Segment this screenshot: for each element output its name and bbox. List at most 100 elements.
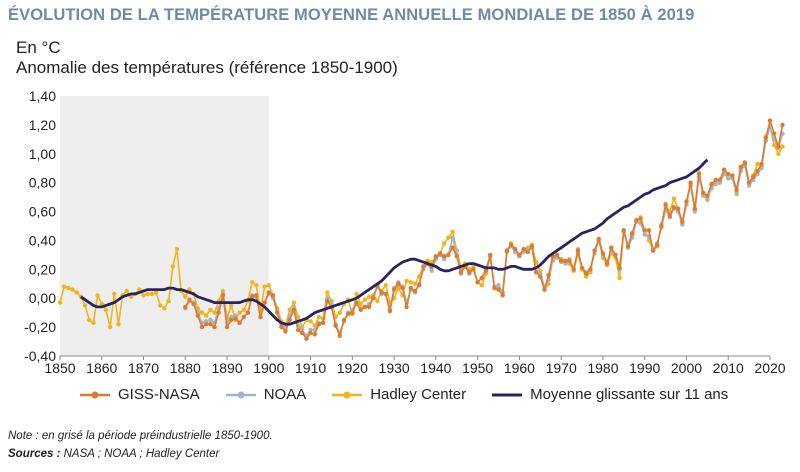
data-point-giss <box>763 135 768 141</box>
data-point-giss <box>642 228 647 233</box>
sources: Sources : NASA ; NOAA ; Hadley Center <box>8 448 219 460</box>
legend-item-hadley: Hadley Center <box>332 386 466 403</box>
data-point-giss <box>220 293 226 298</box>
series-giss <box>183 118 785 341</box>
data-point-hadley <box>383 283 388 288</box>
data-point-giss <box>337 333 342 338</box>
data-point-hadley <box>442 241 447 246</box>
data-point-hadley <box>82 303 88 308</box>
data-point-giss <box>546 272 551 278</box>
data-point-giss <box>270 293 276 298</box>
data-point-hadley <box>776 151 781 156</box>
data-point-hadley <box>141 293 146 298</box>
data-point-giss <box>609 245 614 250</box>
data-point-hadley <box>358 301 363 307</box>
data-point-hadley <box>66 285 71 291</box>
x-tick-label: 1860 <box>86 360 117 376</box>
data-point-hadley <box>199 310 205 315</box>
x-tick-label: 1870 <box>128 360 159 376</box>
data-point-giss <box>224 324 230 330</box>
data-point-hadley <box>308 319 313 324</box>
data-point-giss <box>304 336 309 341</box>
legend-item-moyenne: Moyenne glissante sur 11 ans <box>492 386 728 403</box>
data-point-giss <box>258 314 263 320</box>
data-point-giss <box>279 324 284 330</box>
data-point-giss <box>567 258 572 263</box>
series-line-giss <box>184 119 784 340</box>
data-point-giss <box>254 293 259 298</box>
y-tick-label: -0,40 <box>24 348 56 364</box>
data-point-giss <box>517 252 522 258</box>
y-tick-label: 0,40 <box>29 232 56 248</box>
data-point-giss <box>479 275 484 281</box>
data-point-hadley <box>412 281 418 286</box>
data-point-hadley <box>145 291 150 297</box>
data-point-giss <box>287 317 292 323</box>
x-tick-label: 1950 <box>462 360 493 376</box>
data-point-giss <box>538 274 543 279</box>
y-tick-label: 0,80 <box>29 175 56 191</box>
data-point-giss <box>563 258 568 263</box>
data-point-giss <box>341 317 347 323</box>
data-point-giss <box>446 252 451 258</box>
data-point-giss <box>726 171 731 177</box>
y-tick-label: -0,20 <box>24 319 56 335</box>
data-point-noaa <box>642 232 647 237</box>
data-point-giss <box>241 314 246 320</box>
data-point-giss <box>625 244 631 249</box>
data-point-giss <box>358 307 363 312</box>
data-point-giss <box>584 271 589 276</box>
data-point-hadley <box>112 291 117 297</box>
data-point-giss <box>437 251 443 256</box>
data-point-hadley <box>446 235 451 240</box>
x-tick-label: 1850 <box>44 360 75 376</box>
data-point-giss <box>542 287 547 292</box>
data-point-hadley <box>617 275 622 281</box>
data-point-giss <box>613 252 618 258</box>
legend: GISS-NASA NOAA Hadley Center Moyenne gli… <box>80 386 754 403</box>
data-point-giss <box>596 236 601 242</box>
data-point-giss <box>417 283 422 288</box>
data-point-hadley <box>162 306 167 311</box>
data-point-giss <box>366 304 372 310</box>
data-point-giss <box>680 219 685 224</box>
data-point-giss <box>212 324 217 330</box>
data-point-giss <box>713 177 718 182</box>
data-point-hadley <box>204 313 209 318</box>
data-point-noaa <box>450 235 455 240</box>
legend-label-giss: GISS-NASA <box>118 386 200 403</box>
data-point-hadley <box>153 290 159 295</box>
data-point-hadley <box>249 280 255 285</box>
data-point-giss <box>650 248 656 253</box>
data-point-giss <box>208 322 213 327</box>
legend-label-moyenne: Moyenne glissante sur 11 ans <box>530 386 729 403</box>
data-point-hadley <box>91 320 96 325</box>
data-point-hadley <box>755 161 760 167</box>
data-point-hadley <box>170 264 175 269</box>
data-point-hadley <box>95 293 100 298</box>
data-point-hadley <box>61 284 67 289</box>
data-point-hadley <box>183 294 188 299</box>
data-point-hadley <box>107 324 113 330</box>
data-point-giss <box>354 300 359 305</box>
series-noaa <box>183 125 785 338</box>
y-tick-label: 1,00 <box>29 146 56 162</box>
data-point-hadley <box>241 307 246 312</box>
data-point-giss <box>496 287 501 292</box>
data-point-noaa <box>726 176 731 181</box>
data-point-giss <box>772 131 777 136</box>
data-point-giss <box>513 246 518 252</box>
data-point-giss <box>379 290 384 295</box>
x-tick-label: 1880 <box>170 360 201 376</box>
legend-item-noaa: NOAA <box>225 386 306 403</box>
data-point-giss <box>659 223 664 229</box>
data-point-giss <box>588 267 593 272</box>
data-point-giss <box>216 310 221 315</box>
legend-swatch-giss <box>80 391 110 398</box>
data-point-giss <box>759 161 764 167</box>
data-point-hadley <box>479 283 484 288</box>
data-point-giss <box>630 231 635 236</box>
data-point-giss <box>721 167 727 172</box>
data-point-giss <box>646 228 652 233</box>
data-point-giss <box>421 264 426 269</box>
